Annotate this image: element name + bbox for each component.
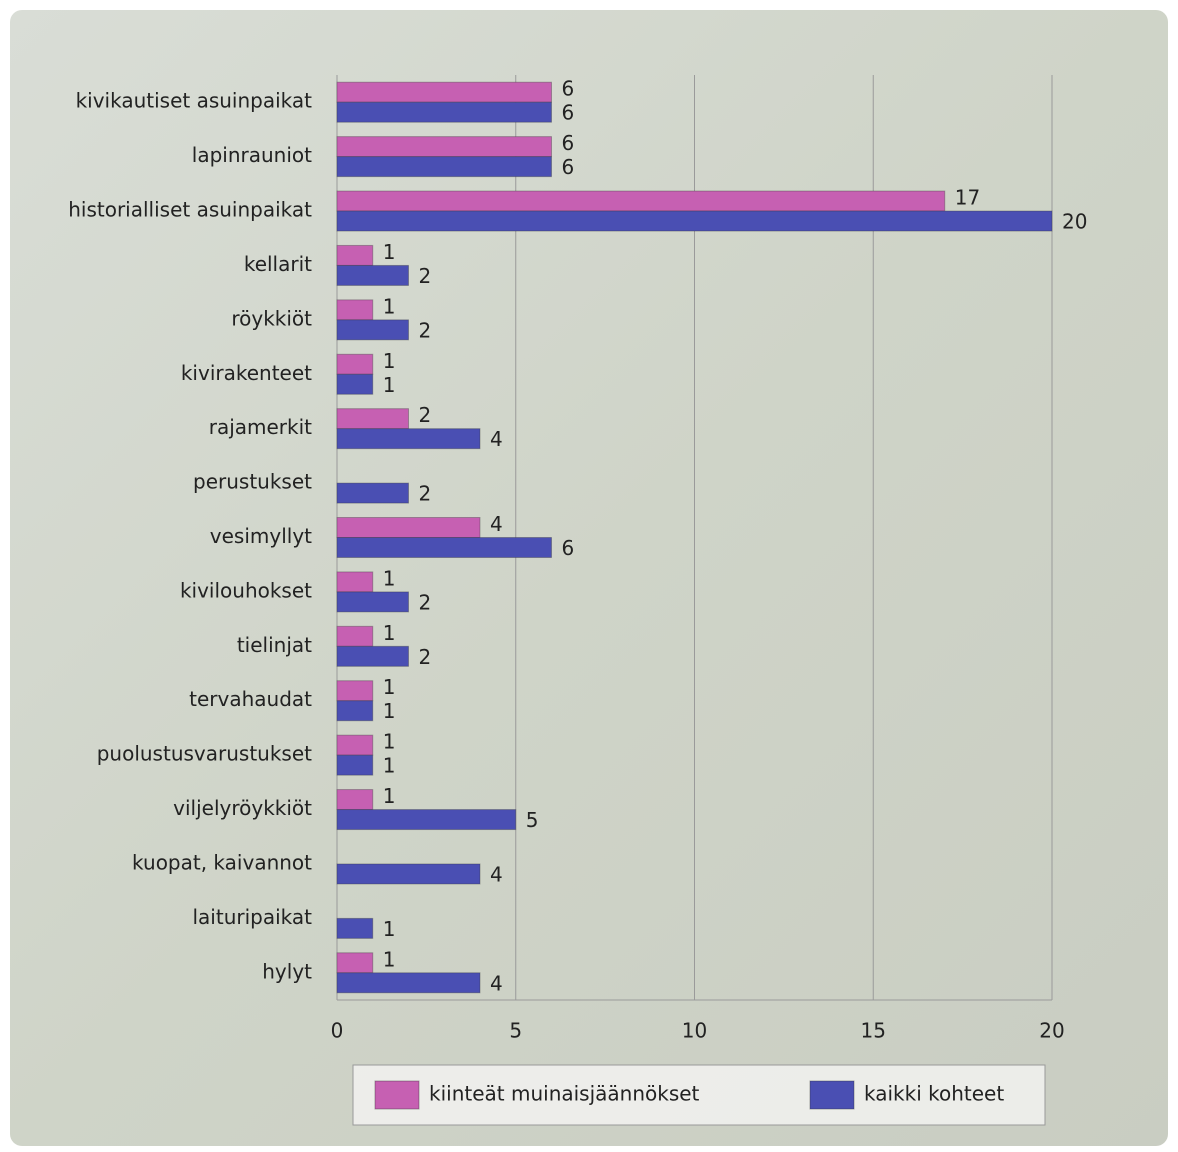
y-tick-label: kivirakenteet bbox=[181, 361, 312, 385]
x-tick-label: 20 bbox=[1039, 1019, 1064, 1043]
bar bbox=[336, 428, 481, 450]
value-label: 1 bbox=[383, 566, 396, 590]
value-label: 2 bbox=[419, 645, 432, 669]
value-label: 6 bbox=[562, 155, 575, 179]
y-tick-label: tervahaudat bbox=[189, 687, 312, 711]
value-label: 20 bbox=[1062, 210, 1087, 234]
bar bbox=[336, 244, 374, 266]
y-tick-label: historialliset asuinpaikat bbox=[68, 198, 312, 222]
y-tick-label: lapinrauniot bbox=[192, 143, 312, 167]
value-label: 6 bbox=[562, 101, 575, 125]
legend-label: kaikki kohteet bbox=[864, 1082, 1004, 1106]
bar bbox=[336, 754, 374, 776]
value-label: 4 bbox=[490, 512, 503, 536]
legend-swatch bbox=[809, 1080, 855, 1110]
bar bbox=[336, 373, 374, 395]
value-label: 4 bbox=[490, 971, 503, 995]
y-tick-label: hylyt bbox=[262, 959, 312, 983]
y-tick-label: röykkiöt bbox=[231, 306, 312, 330]
bar bbox=[336, 571, 374, 593]
x-tick-label: 0 bbox=[331, 1019, 344, 1043]
value-label: 1 bbox=[383, 784, 396, 808]
x-tick-label: 5 bbox=[509, 1019, 522, 1043]
bar bbox=[336, 972, 481, 994]
value-label: 2 bbox=[419, 590, 432, 614]
value-label: 1 bbox=[383, 240, 396, 264]
y-tick-label: tielinjat bbox=[237, 633, 312, 657]
value-label: 4 bbox=[490, 427, 503, 451]
value-label: 2 bbox=[419, 264, 432, 288]
bar bbox=[336, 625, 374, 647]
bar bbox=[336, 408, 409, 430]
value-label: 6 bbox=[562, 536, 575, 560]
y-tick-label: kellarit bbox=[244, 252, 312, 276]
x-tick-label: 15 bbox=[861, 1019, 886, 1043]
value-label: 6 bbox=[562, 131, 575, 155]
bar bbox=[336, 537, 552, 558]
legend-swatch bbox=[374, 1080, 420, 1110]
bar bbox=[336, 700, 374, 722]
bar bbox=[336, 952, 374, 974]
bar bbox=[336, 299, 374, 321]
bar bbox=[336, 264, 409, 286]
y-tick-label: laituripaikat bbox=[192, 905, 312, 929]
y-tick-label: perustukset bbox=[193, 470, 312, 494]
value-label: 2 bbox=[419, 318, 432, 342]
value-label: 1 bbox=[383, 699, 396, 723]
bar bbox=[336, 591, 409, 613]
bar bbox=[336, 136, 552, 158]
bar bbox=[336, 210, 1053, 232]
bar bbox=[336, 156, 552, 178]
value-label: 2 bbox=[419, 482, 432, 506]
bar bbox=[336, 917, 374, 939]
y-tick-label: kivikautiset asuinpaikat bbox=[76, 89, 313, 113]
value-label: 1 bbox=[383, 754, 396, 778]
bar bbox=[336, 680, 374, 702]
bar bbox=[336, 482, 409, 504]
value-label: 1 bbox=[383, 675, 396, 699]
value-label: 5 bbox=[526, 808, 539, 832]
value-label: 1 bbox=[383, 373, 396, 397]
value-label: 1 bbox=[383, 917, 396, 941]
bar bbox=[336, 101, 552, 123]
value-label: 1 bbox=[383, 947, 396, 971]
bar bbox=[336, 190, 946, 212]
y-tick-label: puolustusvarustukset bbox=[97, 742, 312, 766]
value-label: 4 bbox=[490, 862, 503, 886]
x-tick-label: 10 bbox=[682, 1019, 707, 1043]
value-label: 17 bbox=[955, 186, 980, 210]
bar bbox=[336, 734, 374, 756]
value-label: 1 bbox=[383, 730, 396, 754]
value-label: 1 bbox=[383, 621, 396, 645]
value-label: 1 bbox=[383, 349, 396, 373]
y-tick-label: kivilouhokset bbox=[180, 578, 312, 602]
y-tick-label: viljelyröykkiöt bbox=[173, 796, 312, 820]
y-tick-label: vesimyllyt bbox=[210, 524, 312, 548]
bar bbox=[336, 353, 374, 375]
bar bbox=[336, 645, 409, 667]
legend-box bbox=[352, 1064, 1046, 1126]
bar bbox=[336, 789, 374, 811]
bar bbox=[336, 517, 481, 538]
value-label: 1 bbox=[383, 294, 396, 318]
bar bbox=[336, 809, 517, 831]
legend-label: kiinteät muinaisjäännökset bbox=[429, 1082, 700, 1106]
y-tick-label: kuopat, kaivannot bbox=[132, 850, 312, 874]
bar bbox=[336, 319, 409, 341]
background bbox=[10, 10, 1168, 1146]
bar bbox=[336, 81, 552, 103]
value-label: 6 bbox=[562, 77, 575, 101]
bar bbox=[336, 863, 481, 885]
y-tick-label: rajamerkit bbox=[209, 415, 312, 439]
value-label: 2 bbox=[419, 403, 432, 427]
